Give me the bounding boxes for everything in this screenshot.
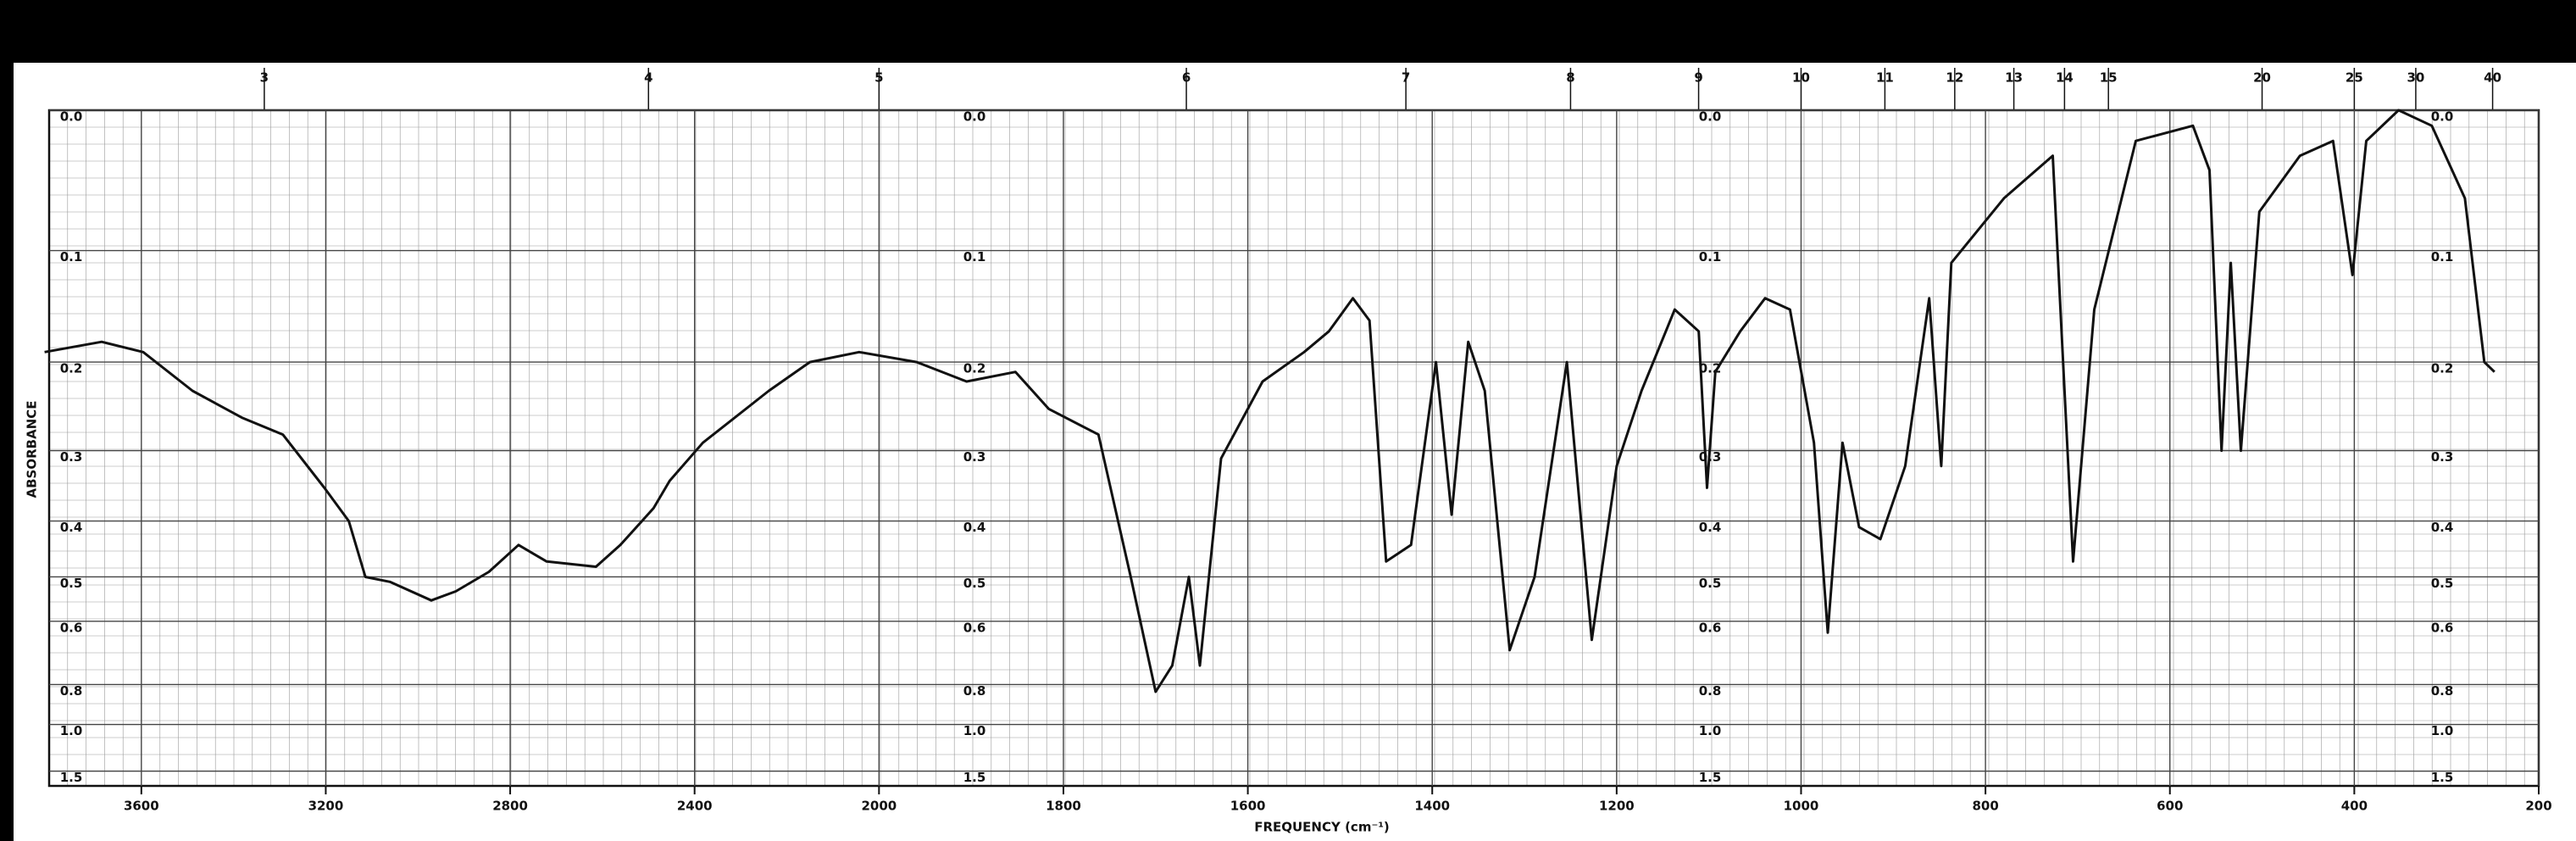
x2-tick-label: 7 [1402, 70, 1410, 86]
labels: 3600 3200 2800 2400 2000 1800 1600 1400 1200 1000… [60, 70, 2552, 814]
x2-tick-label: 20 [2253, 70, 2271, 86]
x-tick-label: 2400 [677, 799, 713, 814]
x2-tick-label: 8 [1566, 70, 1574, 86]
y-tick-label: 0.8 [2431, 683, 2454, 699]
y-tick-label: 1.5 [60, 770, 83, 785]
y-axis-label: ABSORBANCE [25, 401, 40, 498]
y-tick-label: 0.5 [963, 576, 986, 591]
x-tick-label: 1400 [1414, 799, 1450, 814]
x-tick-label: 800 [1972, 799, 1998, 814]
y-tick-label: 0.6 [963, 620, 986, 635]
y-tick-label: 1.5 [2431, 770, 2454, 785]
y-tick-label: 0.0 [1699, 109, 1722, 125]
y-tick-label: 0.6 [1699, 620, 1722, 635]
x-tick-label: 1600 [1230, 799, 1266, 814]
y-tick-label: 0.8 [60, 683, 83, 699]
y-tick-label: 0.3 [1699, 449, 1722, 465]
x-tick-label: 2000 [861, 799, 897, 814]
y-tick-label: 0.0 [60, 109, 83, 125]
x2-tick-label: 13 [2005, 70, 2023, 86]
x-tick-label: 1800 [1046, 799, 1081, 814]
y-tick-label: 0.6 [2431, 620, 2454, 635]
y-tick-label: 1.0 [1699, 723, 1722, 738]
y-tick-label: 0.3 [963, 449, 986, 465]
y-tick-label: 0.6 [60, 620, 83, 635]
x2-tick-label: 40 [2484, 70, 2501, 86]
y-tick-label: 0.2 [963, 361, 986, 376]
y-tick-label: 0.1 [60, 249, 83, 265]
x2-tick-label: 9 [1694, 70, 1702, 86]
y-tick-label: 0.2 [60, 361, 83, 376]
x-tick-label: 200 [2525, 799, 2551, 814]
x-tick-label: 600 [2157, 799, 2183, 814]
y-tick-label: 0.1 [1699, 249, 1722, 265]
left-band [0, 0, 14, 841]
y-tick-label: 0.4 [2431, 520, 2454, 535]
x2-tick-label: 15 [2100, 70, 2118, 86]
x2-tick-label: 4 [644, 70, 652, 86]
y-tick-label: 1.5 [1699, 770, 1722, 785]
y-tick-label: 0.1 [2431, 249, 2454, 265]
y-tick-label: 1.0 [2431, 723, 2454, 738]
y-tick-label: 0.8 [1699, 683, 1722, 699]
minor-grid [48, 109, 2539, 786]
x2-tick-label: 25 [2346, 70, 2363, 86]
y-tick-label: 0.4 [60, 520, 83, 535]
x2-tick-label: 14 [2056, 70, 2074, 86]
x-tick-label: 1000 [1784, 799, 1819, 814]
y-tick-label: 0.5 [2431, 576, 2454, 591]
y-tick-label: 1.0 [963, 723, 986, 738]
top-band [0, 0, 2576, 63]
y-tick-label: 0.5 [60, 576, 83, 591]
x-axis-label: FREQUENCY (cm⁻¹) [1254, 820, 1390, 835]
x-tick-label: 3600 [124, 799, 159, 814]
y-tick-label: 0.3 [2431, 449, 2454, 465]
x2-tick-label: 10 [1792, 70, 1810, 86]
major-grid [47, 68, 2540, 794]
x-tick-label: 400 [2341, 799, 2368, 814]
y-tick-label: 0.8 [963, 683, 986, 699]
y-tick-label: 1.0 [60, 723, 83, 738]
y-tick-label: 1.5 [963, 770, 986, 785]
x2-tick-label: 12 [1946, 70, 1963, 86]
trace [44, 109, 2496, 693]
y-tick-label: 0.1 [963, 249, 986, 265]
x2-tick-label: 30 [2407, 70, 2424, 86]
spectrum-line [44, 109, 2496, 693]
x2-tick-label: 6 [1182, 70, 1191, 86]
y-tick-label: 0.2 [2431, 361, 2454, 376]
y-tick-label: 0.2 [1699, 361, 1722, 376]
y-tick-label: 0.0 [963, 109, 986, 125]
x-tick-label: 2800 [492, 799, 528, 814]
y-tick-label: 0.4 [1699, 520, 1722, 535]
x2-tick-label: 11 [1876, 70, 1894, 86]
x2-tick-label: 5 [874, 70, 883, 86]
y-tick-label: 0.3 [60, 449, 83, 465]
x2-tick-label: 3 [260, 70, 269, 86]
x-tick-label: 3200 [308, 799, 344, 814]
y-tick-label: 0.0 [2431, 109, 2454, 125]
x-tick-label: 1200 [1599, 799, 1635, 814]
y-tick-label: 0.4 [963, 520, 986, 535]
y-tick-label: 0.5 [1699, 576, 1722, 591]
